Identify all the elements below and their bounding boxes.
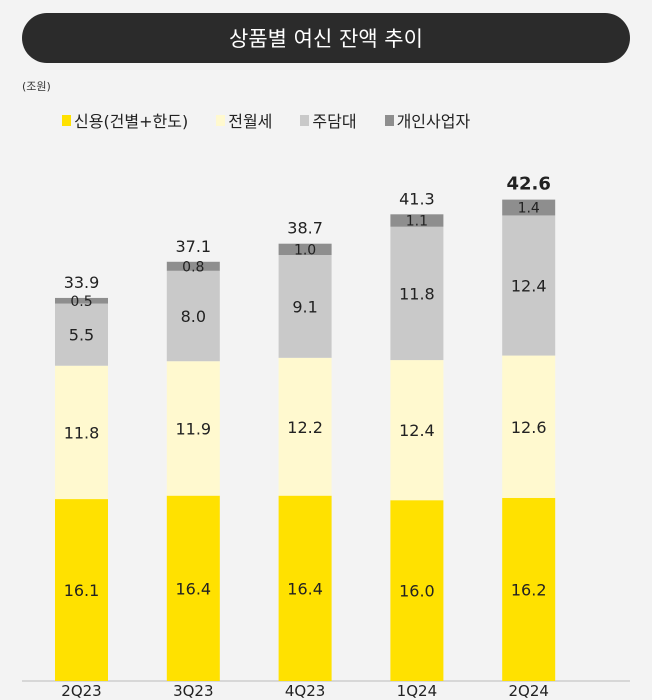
bar-segment	[502, 355, 556, 498]
bar-segment	[166, 261, 220, 271]
bar-segment	[502, 199, 556, 216]
legend-item: 주담대	[300, 108, 357, 132]
total-label: 38.7	[287, 219, 323, 238]
x-tick-label: 4Q23	[285, 682, 325, 700]
data-label: 12.6	[511, 418, 547, 437]
data-label: 11.8	[64, 423, 100, 442]
x-tick-label: 2Q24	[508, 682, 548, 700]
bar-segment	[502, 215, 556, 356]
bar-segment	[390, 360, 444, 501]
data-label: 16.0	[399, 582, 435, 601]
legend-item: 개인사업자	[384, 108, 471, 132]
legend-swatch	[384, 114, 394, 126]
data-label: 16.1	[64, 581, 100, 600]
total-label: 37.1	[175, 237, 211, 256]
data-label: 1.1	[406, 214, 428, 230]
data-label: 11.8	[399, 284, 435, 303]
data-label: 11.9	[175, 419, 211, 438]
bar-segment	[55, 297, 108, 304]
data-label: 12.4	[399, 421, 435, 440]
x-tick-label: 2Q23	[61, 682, 101, 700]
legend-swatch	[62, 114, 71, 126]
data-label: 1.4	[518, 201, 540, 217]
bar-segment	[278, 357, 332, 496]
legend-label: 개인사업자	[396, 112, 471, 131]
bar-segment	[166, 361, 220, 496]
legend-swatch	[216, 114, 226, 126]
data-label: 1.0	[294, 242, 316, 258]
data-label: 5.5	[69, 326, 94, 345]
legend-label: 주담대	[312, 112, 357, 131]
data-label: 0.8	[182, 259, 204, 275]
x-tick-label: 1Q24	[397, 682, 437, 700]
unit-label: (조원)	[22, 80, 51, 93]
data-label: 9.1	[292, 297, 317, 316]
legend-item: 신용(건별+한도)	[62, 108, 188, 132]
total-label: 33.9	[64, 273, 100, 292]
bar-segment	[166, 270, 220, 362]
bar-segment	[390, 226, 444, 361]
legend-label: 전월세	[228, 112, 273, 131]
legend-label: 신용(건별+한도)	[74, 112, 189, 131]
data-label: 12.4	[511, 277, 547, 296]
total-label: 41.3	[399, 189, 435, 208]
total-label: 42.6	[506, 174, 550, 195]
legend-swatch	[300, 114, 310, 126]
data-label: 16.4	[287, 579, 323, 598]
legend-item: 전월세	[216, 108, 272, 132]
data-label: 16.2	[511, 580, 547, 599]
bar-segment	[502, 497, 556, 681]
chart-title: 상품별 여신 잔액 추이	[22, 13, 630, 63]
bar-segment	[55, 365, 108, 500]
x-tick-label: 3Q23	[173, 682, 213, 700]
bar-segment	[166, 495, 220, 681]
bar-segment	[278, 243, 332, 255]
data-label: 8.0	[181, 307, 206, 326]
data-label: 0.5	[70, 294, 92, 310]
bar-segment	[390, 214, 444, 227]
legend: 신용(건별+한도) 전월세 주담대 개인사업자	[62, 108, 470, 132]
bar-segment	[55, 499, 108, 681]
bar-segment	[278, 495, 332, 681]
bar-segment	[390, 500, 444, 681]
bar-segment	[278, 254, 332, 358]
data-label: 12.2	[287, 418, 323, 437]
data-label: 16.4	[175, 579, 211, 598]
bar-segment	[55, 303, 108, 366]
